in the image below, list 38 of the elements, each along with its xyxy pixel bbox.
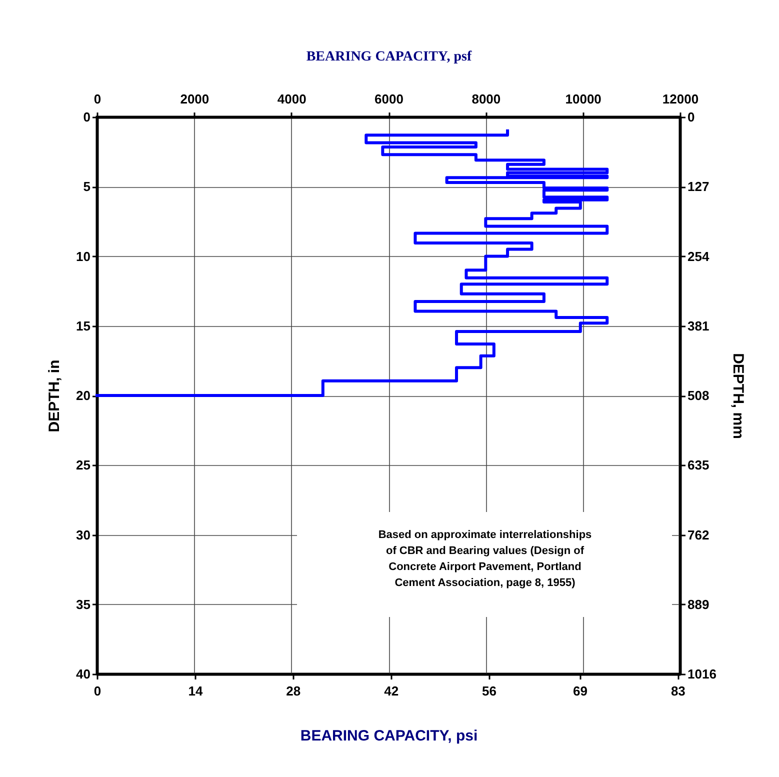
y-tick-label: 0 [83, 110, 90, 124]
x2-axis-title: BEARING CAPACITY, psi [300, 728, 478, 744]
x-tick-label: 6000 [374, 92, 404, 106]
x2-tick-label: 14 [188, 684, 204, 698]
y-tick-label: 15 [76, 318, 90, 334]
y2-axis-title: DEPTH, mm [729, 353, 746, 439]
y2-tick-label: 508 [688, 388, 710, 403]
y-tick-label: 35 [76, 596, 90, 612]
x2-tick-label: 0 [94, 684, 102, 698]
y2-tick-label: 762 [688, 527, 710, 542]
annotation: Based on approximate interrelationships of CBR and Bearing values (Design of Concrete Airport Pavement, Portland Cement Association, page 8, 1955) [378, 529, 592, 589]
x2-tick-label: 69 [573, 684, 588, 698]
x-tick-label: 0 [94, 92, 102, 106]
y-tick-label: 10 [76, 248, 90, 264]
y-axis-title: DEPTH, in [46, 360, 64, 432]
y-tick-label: 25 [76, 458, 90, 473]
y2-tick-label: 635 [688, 458, 710, 473]
y-tick-label: 30 [76, 527, 90, 542]
x2-tick-label: 83 [670, 684, 686, 698]
x-tick-label: 4000 [277, 92, 306, 106]
y2-tick-label: 1016 [688, 666, 716, 682]
line-series [96, 129, 609, 397]
y-tick-label: 40 [76, 666, 90, 682]
x-tick-label: 2000 [180, 92, 210, 106]
x2-tick-label: 28 [286, 684, 301, 698]
x-tick-label: 10000 [565, 92, 602, 106]
y-tick-label: 5 [83, 179, 90, 194]
x-tick-label: 12000 [662, 92, 699, 106]
x2-tick-label: 42 [384, 684, 399, 698]
y2-tick-label: 254 [688, 248, 710, 264]
y2-tick-label: 0 [688, 110, 695, 124]
y-tick-label: 20 [76, 388, 90, 403]
y2-tick-label: 381 [688, 318, 710, 334]
x-tick-label: 8000 [472, 92, 501, 106]
x-axis-title: BEARING CAPACITY, psf [306, 50, 472, 64]
y2-tick-label: 889 [688, 596, 710, 612]
x2-tick-label: 56 [482, 684, 497, 698]
y2-tick-label: 127 [688, 179, 710, 194]
